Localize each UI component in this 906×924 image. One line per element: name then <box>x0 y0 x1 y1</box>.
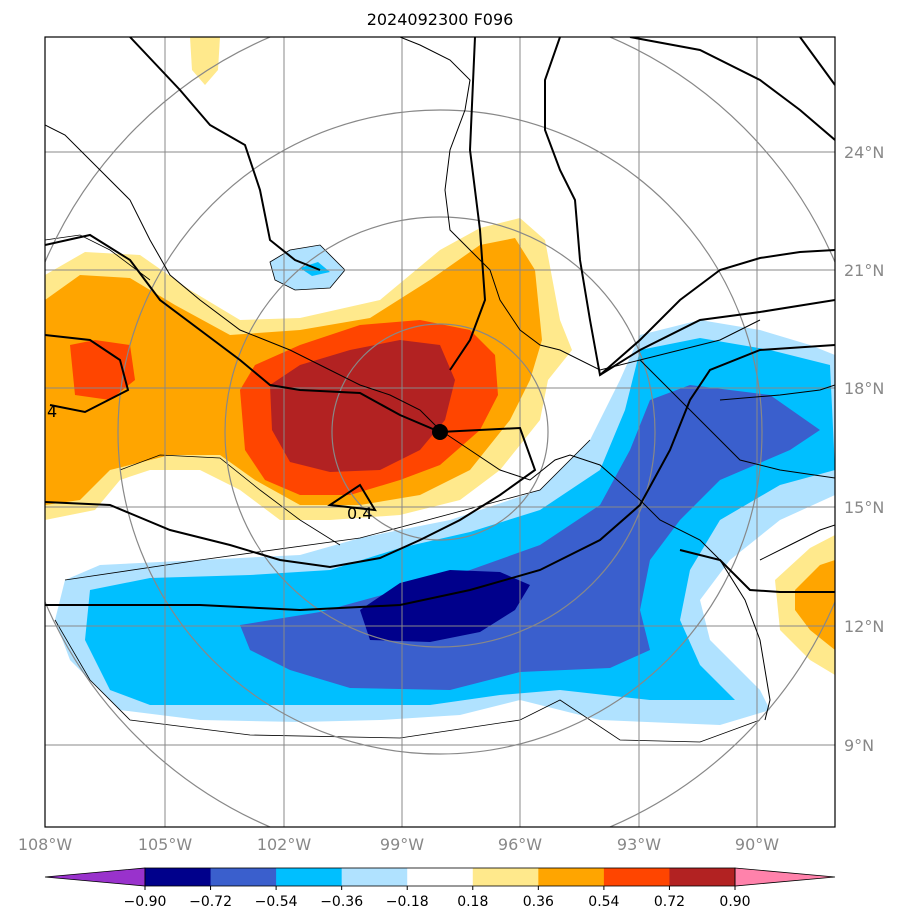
lat-tick-label: 21°N <box>844 261 884 280</box>
lon-tick-label: 108°W <box>18 835 73 854</box>
colorbar-tick-label: −0.90 <box>124 894 167 910</box>
thick-contours <box>45 37 835 612</box>
range-rings <box>45 37 835 827</box>
colorbar-tick-label: −0.72 <box>189 894 232 910</box>
positive-090-region <box>270 340 455 472</box>
contour-label-4: 4 <box>47 402 57 421</box>
lat-tick-label: 12°N <box>844 617 884 636</box>
lon-tick-label: 93°W <box>617 835 661 854</box>
coastlines <box>45 37 835 721</box>
colorbar-bin <box>538 868 605 886</box>
positive-north-patch <box>190 37 220 85</box>
colorbar-tick-label: −0.36 <box>320 894 363 910</box>
map-frame <box>44 36 836 828</box>
lon-tick-label: 90°W <box>735 835 779 854</box>
lat-tick-label: 15°N <box>844 498 884 517</box>
lon-tick-label: 96°W <box>498 835 542 854</box>
contour-label-04: 0.4 <box>347 504 372 523</box>
colorbar-bin <box>145 868 212 886</box>
colorbar-border <box>144 867 736 887</box>
colorbar-bin <box>472 868 539 886</box>
colorbar-bin <box>407 868 474 886</box>
colorbar-bin <box>276 868 343 886</box>
colorbar-bin <box>603 868 670 886</box>
storm-center-marker <box>432 424 448 440</box>
positive-072-region <box>70 340 135 400</box>
colorbar-max-extension <box>734 867 836 887</box>
colorbar-tick-label: 0.72 <box>654 894 685 910</box>
map-title: 2024092300 F096 <box>366 10 514 29</box>
graticule <box>45 37 835 827</box>
colorbar-tick-label: 0.90 <box>719 894 750 910</box>
positive-se-054 <box>795 560 835 650</box>
anomaly-shading <box>45 37 835 725</box>
colorbar-tick-label: 0.18 <box>457 894 488 910</box>
lat-tick-label: 24°N <box>844 143 884 162</box>
colorbar-tick-label: 0.36 <box>523 894 554 910</box>
thin-contours <box>45 234 761 743</box>
lon-tick-label: 105°W <box>138 835 193 854</box>
colorbar-bin <box>669 868 736 886</box>
colorbar-bin <box>341 868 408 886</box>
lon-tick-label: 99°W <box>380 835 424 854</box>
lon-tick-label: 102°W <box>257 835 312 854</box>
colorbar-tick-label: −0.54 <box>255 894 298 910</box>
colorbar-bin <box>210 868 277 886</box>
colorbar-tick-label: −0.18 <box>386 894 429 910</box>
colorbar: −0.90 −0.72 −0.54 −0.36 −0.18 0.18 0.36 0.54 0.7… <box>44 867 836 910</box>
colorbar-tick-label: 0.54 <box>588 894 619 910</box>
colorbar-min-extension <box>44 867 146 887</box>
lat-tick-label: 9°N <box>844 736 874 755</box>
lat-tick-label: 18°N <box>844 379 884 398</box>
